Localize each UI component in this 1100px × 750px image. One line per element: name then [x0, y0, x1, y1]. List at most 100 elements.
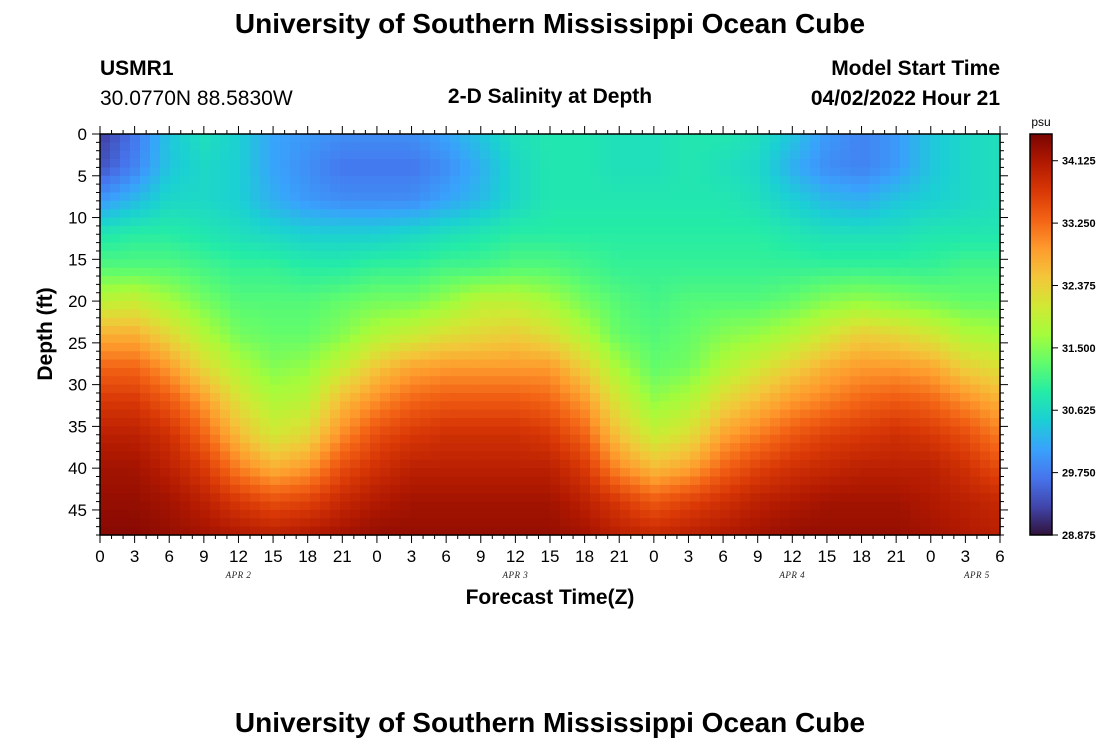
heatmap-cell	[200, 418, 211, 427]
heatmap-cell	[810, 242, 821, 252]
heatmap-cell	[930, 142, 941, 152]
heatmap-cell	[230, 518, 241, 528]
heatmap-cell	[880, 301, 891, 311]
heatmap-cell	[940, 150, 951, 160]
heatmap-cell	[800, 359, 811, 369]
heatmap-cell	[950, 292, 961, 302]
heatmap-cell	[390, 142, 401, 152]
heatmap-cell	[510, 200, 521, 210]
heatmap-cell	[490, 301, 501, 311]
heatmap-cell	[960, 317, 971, 327]
heatmap-cell	[180, 434, 191, 444]
heatmap-cell	[180, 250, 191, 260]
heatmap-cell	[680, 518, 691, 528]
heatmap-cell	[510, 326, 521, 336]
heatmap-cell	[590, 242, 601, 252]
heatmap-cell	[840, 359, 851, 369]
heatmap-cell	[350, 167, 361, 177]
heatmap-cell	[500, 142, 511, 152]
heatmap-cell	[620, 234, 631, 244]
heatmap-cell	[110, 159, 121, 169]
heatmap-cell	[980, 242, 991, 252]
heatmap-cell	[920, 301, 931, 311]
heatmap-cell	[530, 426, 541, 436]
heatmap-cell	[460, 409, 471, 419]
heatmap-cell	[700, 326, 711, 336]
heatmap-cell	[550, 526, 561, 536]
heatmap-cell	[590, 493, 601, 503]
heatmap-cell	[580, 418, 591, 427]
heatmap-cell	[860, 426, 871, 436]
heatmap-cell	[410, 225, 421, 235]
heatmap-cell	[900, 200, 911, 210]
heatmap-cell	[420, 401, 431, 411]
heatmap-cell	[610, 250, 621, 260]
heatmap-cell	[810, 284, 821, 294]
heatmap-cell	[450, 301, 461, 311]
heatmap-cell	[140, 418, 151, 427]
heatmap-cell	[670, 225, 681, 235]
heatmap-cell	[340, 142, 351, 152]
heatmap-cell	[130, 184, 141, 194]
heatmap-cell	[200, 409, 211, 419]
heatmap-cell	[560, 418, 571, 427]
heatmap-cell	[690, 509, 701, 519]
heatmap-cell	[910, 284, 921, 294]
heatmap-cell	[920, 476, 931, 486]
heatmap-cell	[370, 493, 381, 503]
heatmap-cell	[880, 242, 891, 252]
heatmap-cell	[440, 234, 451, 244]
heatmap-cell	[880, 200, 891, 210]
heatmap-cell	[350, 401, 361, 411]
heatmap-cell	[480, 526, 491, 536]
heatmap-cell	[360, 401, 371, 411]
heatmap-cell	[340, 409, 351, 419]
heatmap-cell	[880, 134, 891, 143]
heatmap-cell	[850, 376, 861, 386]
page-title: University of Southern Mississippi Ocean…	[234, 8, 866, 39]
heatmap-cell	[960, 192, 971, 202]
heatmap-cell	[630, 426, 641, 436]
heatmap-cell	[730, 434, 741, 444]
heatmap-cell	[700, 401, 711, 411]
heatmap-cell	[300, 409, 311, 419]
heatmap-cell	[380, 518, 391, 528]
heatmap-cell	[620, 259, 631, 269]
heatmap-cell	[460, 484, 471, 494]
heatmap-cell	[590, 434, 601, 444]
heatmap-cell	[700, 159, 711, 169]
heatmap-cell	[840, 284, 851, 294]
heatmap-cell	[750, 259, 761, 269]
y-tick-label: 5	[78, 167, 87, 186]
heatmap-cell	[470, 200, 481, 210]
heatmap-cell	[310, 309, 321, 319]
heatmap-cell	[160, 301, 171, 311]
heatmap-cell	[220, 409, 231, 419]
heatmap-cell	[190, 326, 201, 336]
heatmap-cell	[970, 392, 981, 402]
heatmap-cell	[990, 376, 1001, 386]
heatmap-cell	[270, 309, 281, 319]
heatmap-cell	[400, 184, 411, 194]
heatmap-cell	[780, 443, 791, 453]
heatmap-cell	[750, 267, 761, 277]
heatmap-cell	[190, 493, 201, 503]
heatmap-cell	[210, 392, 221, 402]
heatmap-cell	[340, 242, 351, 252]
heatmap-cell	[100, 367, 111, 377]
heatmap-cell	[700, 217, 711, 227]
heatmap-cell	[320, 443, 331, 453]
heatmap-cell	[670, 459, 681, 469]
heatmap-cell	[880, 493, 891, 503]
heatmap-cell	[110, 326, 121, 336]
heatmap-cell	[110, 484, 121, 494]
heatmap-cell	[820, 242, 831, 252]
heatmap-cell	[700, 234, 711, 244]
heatmap-cell	[540, 309, 551, 319]
heatmap-cell	[680, 509, 691, 519]
heatmap-cell	[960, 267, 971, 277]
heatmap-cell	[440, 484, 451, 494]
heatmap-cell	[610, 443, 621, 453]
heatmap-cell	[820, 259, 831, 269]
heatmap-cell	[490, 284, 501, 294]
